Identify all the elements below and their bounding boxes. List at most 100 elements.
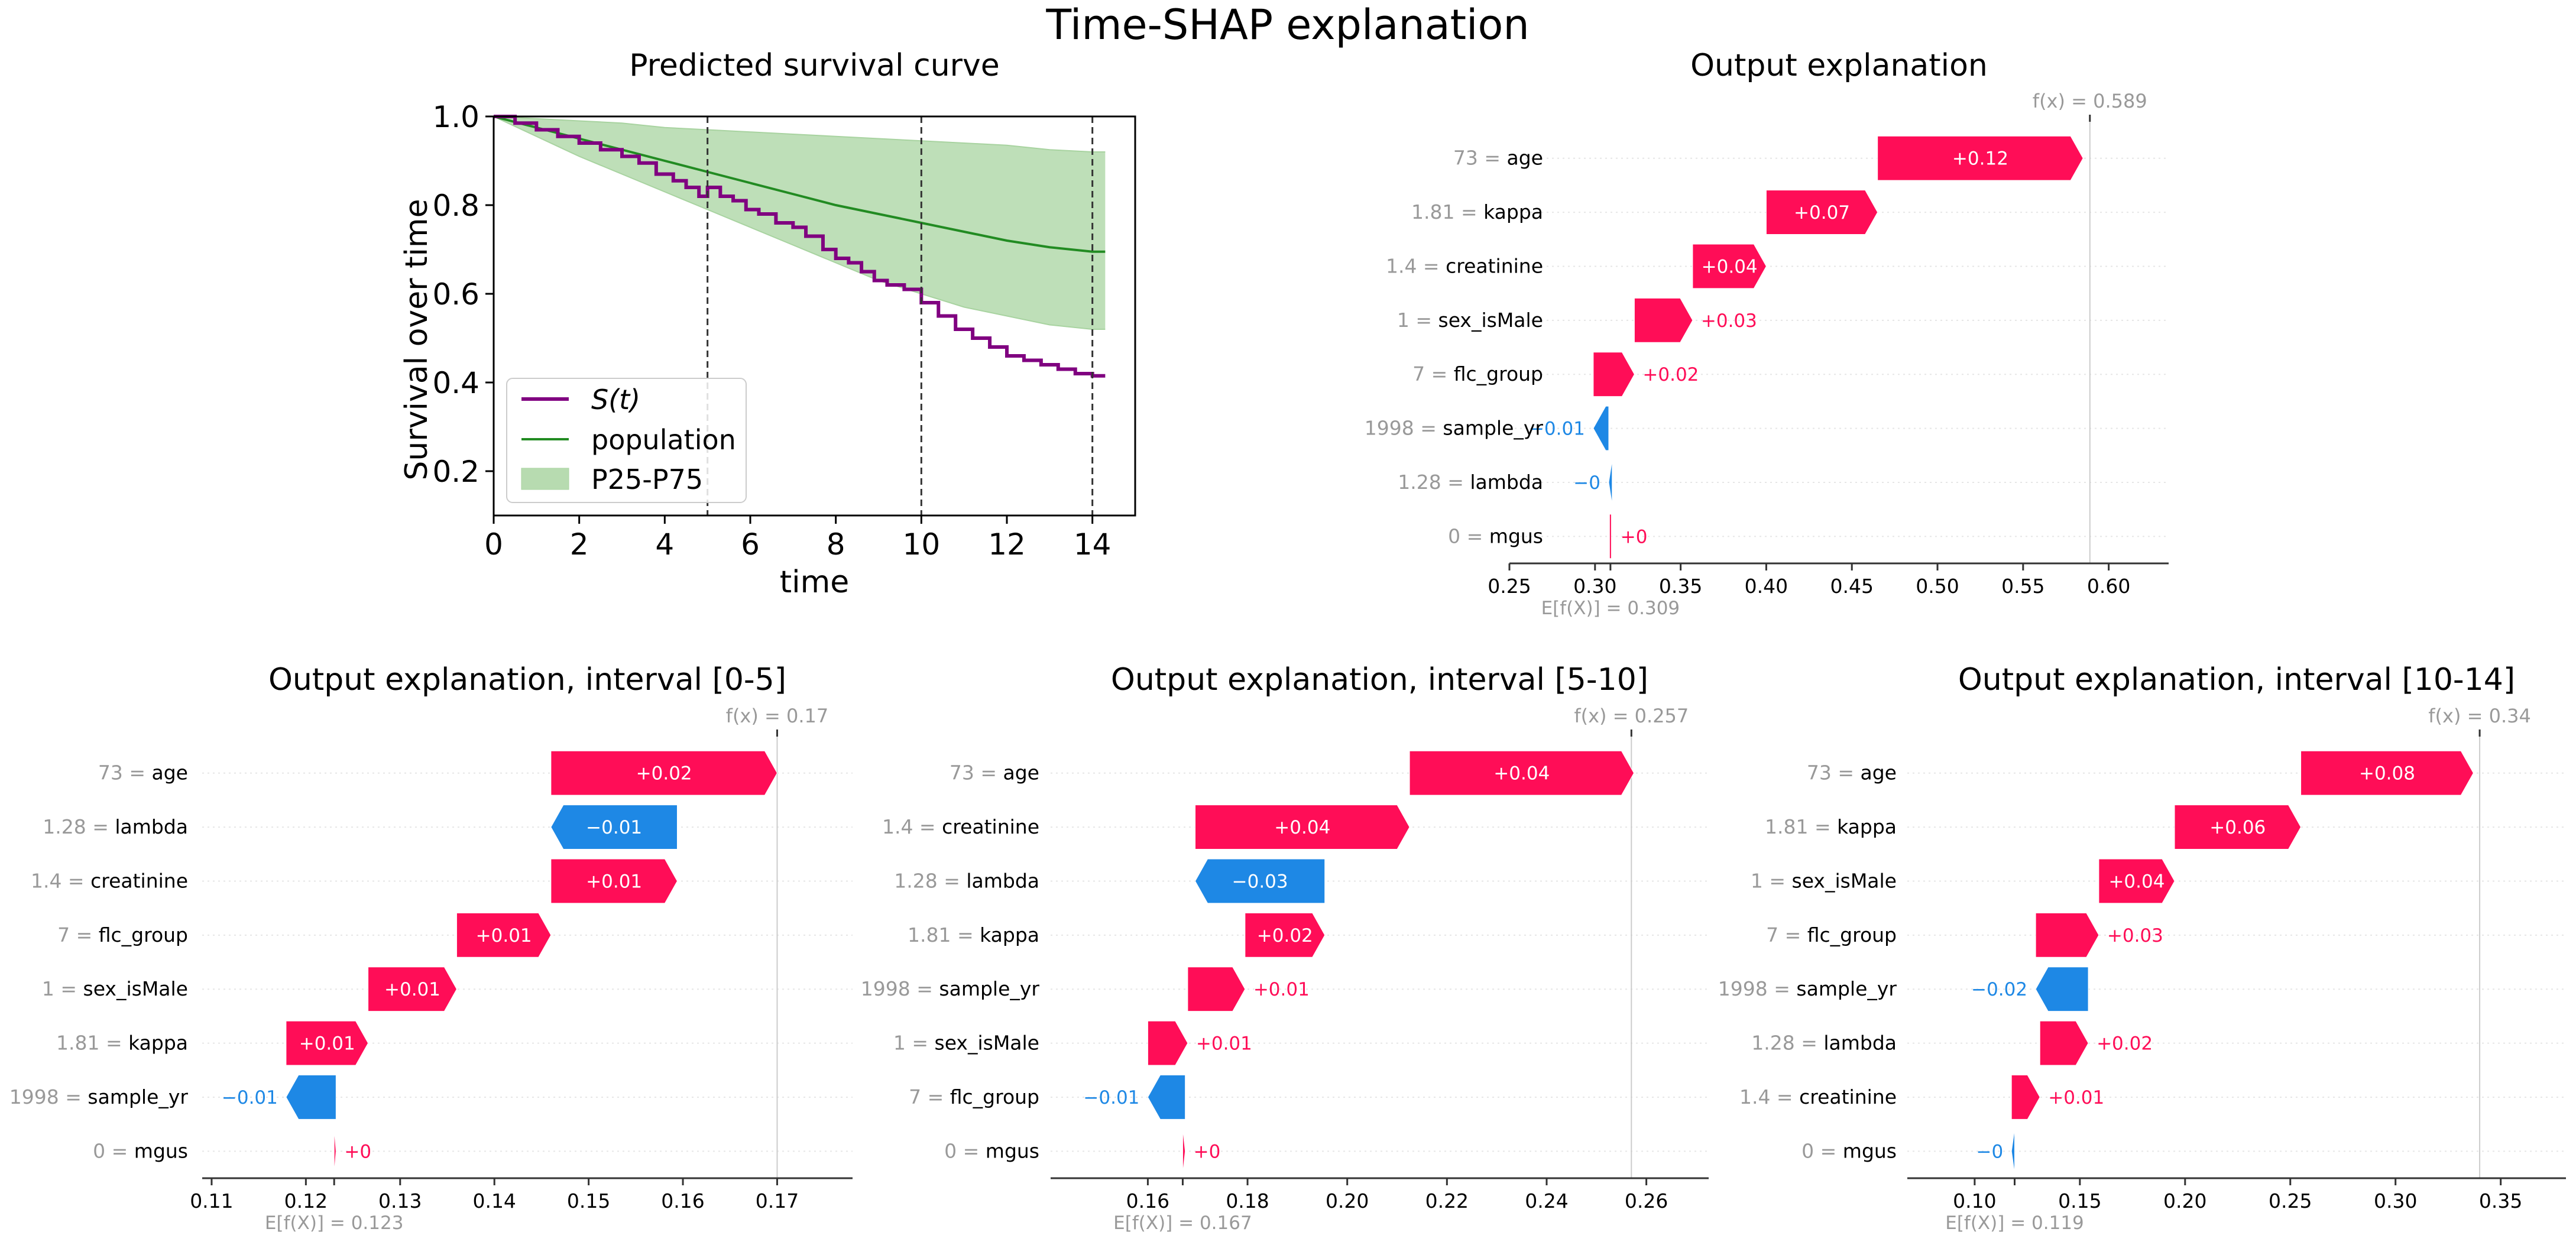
feature-name: mgus (1489, 524, 1543, 547)
feature-label: 1.28 = lambda (1751, 1032, 1897, 1055)
shap-value-label: −0.01 (222, 1087, 278, 1108)
x-tick-label: 0.45 (1830, 575, 1873, 598)
survival-title: Predicted survival curve (629, 48, 1000, 83)
feature-equals: = (1763, 869, 1792, 892)
feature-equals: = (1454, 200, 1483, 223)
x-tick-label: 14 (1074, 527, 1112, 562)
feature-label: 1 = sex_isMale (1397, 309, 1543, 332)
feature-value: 7 (1766, 923, 1778, 946)
shap-value-label: +0.04 (1493, 763, 1550, 784)
feature-name: creatinine (942, 815, 1039, 838)
feature-name: sample_yr (939, 977, 1039, 1000)
feature-equals: = (70, 923, 99, 946)
feature-value: 1.81 (56, 1032, 99, 1055)
feature-name: age (1861, 761, 1897, 784)
x-tick-label: 4 (655, 527, 674, 562)
feature-value: 1.4 (1739, 1085, 1770, 1108)
feature-equals: = (1414, 417, 1443, 440)
feature-value: 1.81 (1411, 200, 1454, 223)
x-tick-label: 0 (484, 527, 503, 562)
shap-value-label: +0.01 (1253, 979, 1310, 1000)
x-axis-label: time (780, 565, 849, 600)
base-value-label: E[f(X)] = 0.167 (1113, 1212, 1252, 1234)
waterfall-bar (550, 858, 678, 904)
feature-label: 7 = flc_group (1412, 362, 1543, 385)
waterfall-bar (286, 1020, 369, 1066)
shap-value-label: +0.04 (2108, 871, 2165, 892)
feature-value: 1 (1397, 309, 1409, 332)
waterfall-bar (286, 1074, 336, 1120)
feature-name: creatinine (90, 869, 188, 892)
output-explanation-chart: Output explanation f(x) = 0.589 +0.12 73 = … (1365, 48, 2169, 619)
shap-value-label: +0.06 (2209, 817, 2266, 838)
waterfall-bar (1608, 460, 1613, 505)
feature-label: 1.28 = lambda (43, 815, 188, 838)
feature-label: 1.28 = lambda (1398, 471, 1543, 494)
interval-0-5-chart: Output explanation, interval [0-5] f(x) =… (9, 662, 853, 1234)
x-tick-label: 0.12 (284, 1189, 328, 1212)
x-tick-label: 0.25 (1488, 575, 1531, 598)
x-tick-label: 0.16 (661, 1189, 704, 1212)
feature-value: 1998 (861, 977, 910, 1000)
feature-equals: = (1770, 1085, 1799, 1108)
feature-name: lambda (966, 869, 1039, 892)
waterfall-bar (550, 750, 778, 796)
shap-value-label: −0.02 (1971, 979, 2027, 1000)
y-tick-label: 0.2 (432, 455, 479, 489)
feature-equals: = (61, 869, 90, 892)
shap-value-label: −0.01 (1529, 419, 1585, 440)
shap-value-label: +0.12 (1952, 148, 2008, 170)
feature-equals: = (1795, 1032, 1824, 1055)
interval-10-14-chart: Output explanation, interval [10-14] f(x)… (1718, 662, 2566, 1234)
x-tick-label: 6 (741, 527, 760, 562)
y-tick-label: 0.8 (432, 189, 479, 223)
feature-value: 1.4 (882, 815, 913, 838)
waterfall-bar (1245, 912, 1326, 958)
shap-value-label: +0.01 (2048, 1087, 2104, 1108)
x-tick-label: 0.18 (1226, 1189, 1269, 1212)
legend-label: S(t) (591, 384, 640, 416)
x-tick-label: 0.60 (2087, 575, 2130, 598)
feature-name: sex_isMale (83, 977, 188, 1000)
x-tick-label: 0.20 (1326, 1189, 1369, 1212)
feature-value: 1.81 (1765, 815, 1808, 838)
feature-equals: = (951, 923, 980, 946)
feature-equals: = (1460, 524, 1489, 547)
waterfall-bar (1609, 514, 1612, 559)
feature-label: 1.4 = creatinine (882, 815, 1039, 838)
feature-value: 73 (1453, 147, 1478, 170)
feature-value: 1.4 (31, 869, 61, 892)
x-tick-label: 0.14 (472, 1189, 516, 1212)
shap-value-label: −0.01 (1083, 1087, 1139, 1108)
x-tick-label: 0.22 (1425, 1189, 1469, 1212)
feature-name: kappa (1837, 815, 1897, 838)
feature-name: creatinine (1799, 1085, 1897, 1108)
shap-value-label: +0.01 (476, 925, 532, 946)
waterfall-title: Output explanation, interval [10-14] (1958, 662, 2515, 698)
feature-equals: = (1814, 1139, 1843, 1162)
feature-name: flc_group (1454, 362, 1543, 385)
feature-equals: = (123, 761, 152, 784)
x-tick-label: 0.26 (1625, 1189, 1668, 1212)
interval-5-10-chart: Output explanation, interval [5-10] f(x) … (861, 662, 1709, 1234)
feature-label: 1.28 = lambda (894, 869, 1039, 892)
feature-label: 73 = age (1453, 147, 1543, 170)
feature-equals: = (1417, 254, 1446, 277)
feature-label: 1.4 = creatinine (1739, 1085, 1897, 1108)
x-tick-label: 0.35 (2479, 1189, 2522, 1212)
waterfall-bar (333, 1129, 336, 1173)
waterfall-bar (1692, 244, 1767, 289)
waterfall-bar (1147, 1020, 1188, 1066)
feature-label: 0 = mgus (1801, 1139, 1897, 1162)
waterfall-title: Output explanation (1690, 48, 1988, 83)
x-tick-label: 0.17 (756, 1189, 799, 1212)
legend-label: population (591, 424, 736, 456)
feature-name: flc_group (1807, 923, 1897, 946)
feature-label: 1.81 = kappa (1765, 815, 1897, 838)
waterfall-bar (1147, 1074, 1186, 1120)
feature-name: lambda (1470, 471, 1543, 494)
y-tick-label: 1.0 (432, 100, 479, 134)
feature-label: 7 = flc_group (1766, 923, 1897, 946)
feature-label: 7 = flc_group (909, 1085, 1039, 1108)
x-tick-label: 0.13 (378, 1189, 422, 1212)
